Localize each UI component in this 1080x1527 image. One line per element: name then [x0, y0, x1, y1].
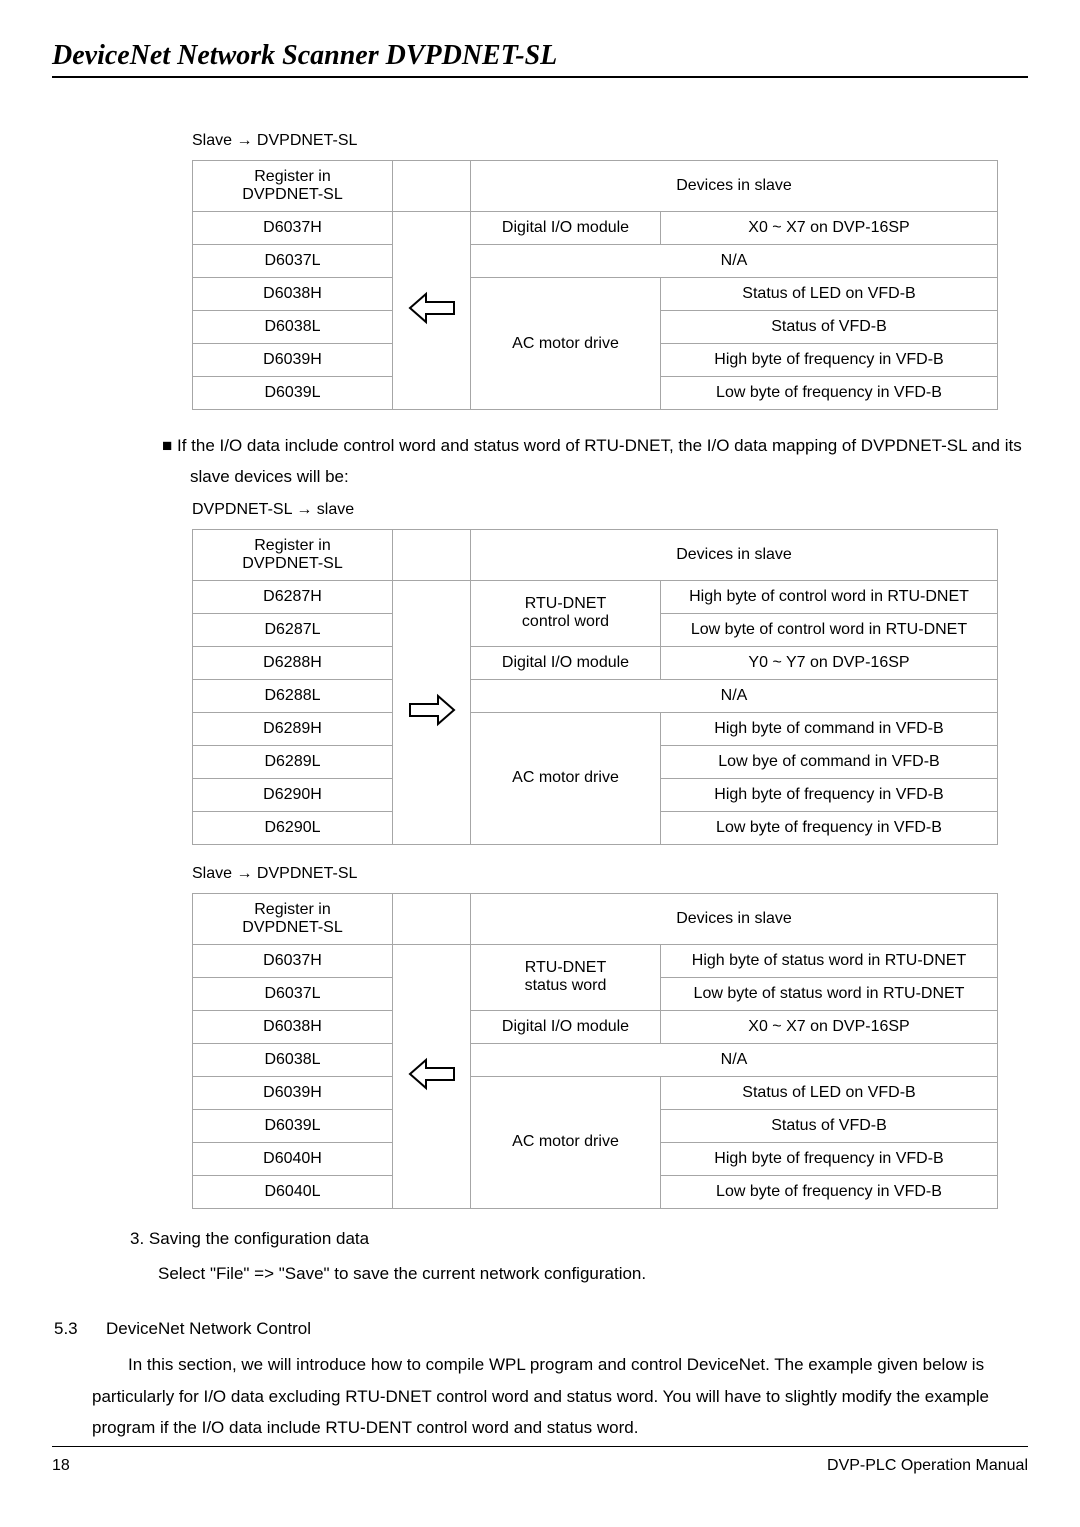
- device-type-cell: AC motor drive: [471, 712, 661, 844]
- th-register: Register inDVPDNET-SL: [193, 893, 393, 944]
- arrow-cell: [393, 212, 471, 410]
- device-detail-cell: Low byte of control word in RTU-DNET: [661, 613, 998, 646]
- device-type-cell: Digital I/O module: [471, 212, 661, 245]
- reg-cell: D6287L: [193, 613, 393, 646]
- reg-cell: D6037L: [193, 977, 393, 1010]
- reg-cell: D6039H: [193, 1076, 393, 1109]
- reg-cell: D6039L: [193, 377, 393, 410]
- reg-cell: D6287H: [193, 580, 393, 613]
- section-body: In this section, we will introduce how t…: [92, 1349, 1028, 1443]
- th-arrow-spacer: [393, 893, 471, 944]
- page-footer: 18 DVP-PLC Operation Manual: [52, 1446, 1028, 1475]
- reg-cell: D6040L: [193, 1175, 393, 1208]
- mapping-table-1: Register inDVPDNET-SL Devices in slave D…: [192, 160, 998, 410]
- th-arrow-spacer: [393, 161, 471, 212]
- arrow-right-icon: [406, 690, 458, 730]
- section-number: 5.3: [54, 1319, 106, 1339]
- device-detail-cell: Status of LED on VFD-B: [661, 278, 998, 311]
- reg-cell: D6037H: [193, 212, 393, 245]
- device-detail-cell: Low byte of frequency in VFD-B: [661, 377, 998, 410]
- device-type-cell: AC motor drive: [471, 278, 661, 410]
- bullet-note: ■ If the I/O data include control word a…: [162, 430, 1028, 493]
- document-title: DeviceNet Network Scanner DVPDNET-SL: [52, 40, 1028, 78]
- device-detail-cell: High byte of frequency in VFD-B: [661, 344, 998, 377]
- reg-cell: D6037H: [193, 944, 393, 977]
- device-na-cell: N/A: [471, 679, 998, 712]
- device-type-cell: RTU-DNETstatus word: [471, 944, 661, 1010]
- arrow-left-icon: [406, 288, 458, 328]
- reg-cell: D6288L: [193, 679, 393, 712]
- th-register: Register inDVPDNET-SL: [193, 161, 393, 212]
- device-detail-cell: High byte of frequency in VFD-B: [661, 1142, 998, 1175]
- device-type-cell: AC motor drive: [471, 1076, 661, 1208]
- reg-cell: D6038L: [193, 311, 393, 344]
- device-detail-cell: High byte of frequency in VFD-B: [661, 778, 998, 811]
- direction-label-slave-to-dvp-2: Slave → DVPDNET-SL: [192, 865, 998, 883]
- page-number: 18: [52, 1457, 70, 1475]
- reg-cell: D6290H: [193, 778, 393, 811]
- device-type-cell: Digital I/O module: [471, 646, 661, 679]
- reg-cell: D6039L: [193, 1109, 393, 1142]
- device-detail-cell: High byte of control word in RTU-DNET: [661, 580, 998, 613]
- reg-cell: D6037L: [193, 245, 393, 278]
- device-detail-cell: High byte of command in VFD-B: [661, 712, 998, 745]
- reg-cell: D6038L: [193, 1043, 393, 1076]
- reg-cell: D6288H: [193, 646, 393, 679]
- device-type-cell: Digital I/O module: [471, 1010, 661, 1043]
- device-na-cell: N/A: [471, 1043, 998, 1076]
- th-register: Register inDVPDNET-SL: [193, 529, 393, 580]
- device-type-cell: RTU-DNETcontrol word: [471, 580, 661, 646]
- device-detail-cell: Low bye of command in VFD-B: [661, 745, 998, 778]
- arrow-left-icon: [406, 1054, 458, 1094]
- direction-label-slave-to-dvp: Slave → DVPDNET-SL: [192, 132, 998, 150]
- device-detail-cell: Low byte of status word in RTU-DNET: [661, 977, 998, 1010]
- reg-cell: D6290L: [193, 811, 393, 844]
- th-devices: Devices in slave: [471, 893, 998, 944]
- reg-cell: D6038H: [193, 278, 393, 311]
- reg-cell: D6039H: [193, 344, 393, 377]
- reg-cell: D6040H: [193, 1142, 393, 1175]
- th-devices: Devices in slave: [471, 161, 998, 212]
- reg-cell: D6289L: [193, 745, 393, 778]
- bullet-square-icon: ■: [162, 436, 177, 455]
- step-3-title: 3. Saving the configuration data: [130, 1229, 1028, 1249]
- reg-cell: D6289H: [193, 712, 393, 745]
- device-detail-cell: X0 ~ X7 on DVP-16SP: [661, 1010, 998, 1043]
- mapping-table-2: Register inDVPDNET-SL Devices in slave D…: [192, 529, 998, 845]
- device-detail-cell: Low byte of frequency in VFD-B: [661, 1175, 998, 1208]
- footer-manual-title: DVP-PLC Operation Manual: [827, 1457, 1028, 1475]
- device-detail-cell: Low byte of frequency in VFD-B: [661, 811, 998, 844]
- device-detail-cell: X0 ~ X7 on DVP-16SP: [661, 212, 998, 245]
- arrow-cell: [393, 580, 471, 844]
- direction-label-dvp-to-slave: DVPDNET-SL → slave: [192, 501, 998, 519]
- reg-cell: D6038H: [193, 1010, 393, 1043]
- section-title: DeviceNet Network Control: [106, 1319, 311, 1339]
- device-detail-cell: High byte of status word in RTU-DNET: [661, 944, 998, 977]
- arrow-cell: [393, 944, 471, 1208]
- th-arrow-spacer: [393, 529, 471, 580]
- mapping-table-3: Register inDVPDNET-SL Devices in slave D…: [192, 893, 998, 1209]
- device-detail-cell: Status of VFD-B: [661, 311, 998, 344]
- device-detail-cell: Y0 ~ Y7 on DVP-16SP: [661, 646, 998, 679]
- step-3-text: Select "File" => "Save" to save the curr…: [158, 1259, 1028, 1290]
- th-devices: Devices in slave: [471, 529, 998, 580]
- device-na-cell: N/A: [471, 245, 998, 278]
- device-detail-cell: Status of LED on VFD-B: [661, 1076, 998, 1109]
- device-detail-cell: Status of VFD-B: [661, 1109, 998, 1142]
